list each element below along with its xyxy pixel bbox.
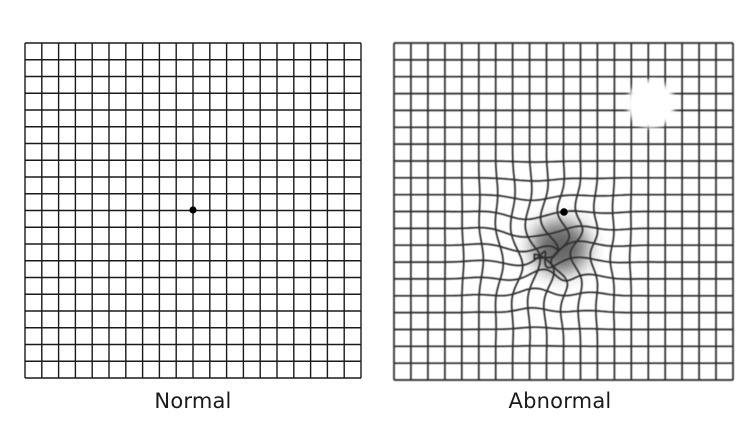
normal-label: Normal: [154, 389, 232, 413]
grid-line: [394, 326, 733, 331]
grid-line: [394, 287, 733, 297]
grid-line: [394, 268, 733, 282]
normal-grid-panel: Normal: [24, 42, 362, 413]
grid-line: [394, 210, 733, 221]
grid-line: [394, 306, 733, 314]
abnormal-label: Abnormal: [508, 389, 612, 413]
grid-line: [394, 344, 733, 348]
dark-smudge: [532, 221, 588, 273]
fixation-dot: [560, 208, 568, 216]
grid-line: [394, 193, 733, 202]
blind-spot-core: [631, 84, 671, 124]
normal-amsler-grid: [24, 42, 362, 379]
grid-line: [394, 176, 733, 182]
grid-line: [394, 160, 733, 163]
fixation-dot: [189, 206, 197, 214]
